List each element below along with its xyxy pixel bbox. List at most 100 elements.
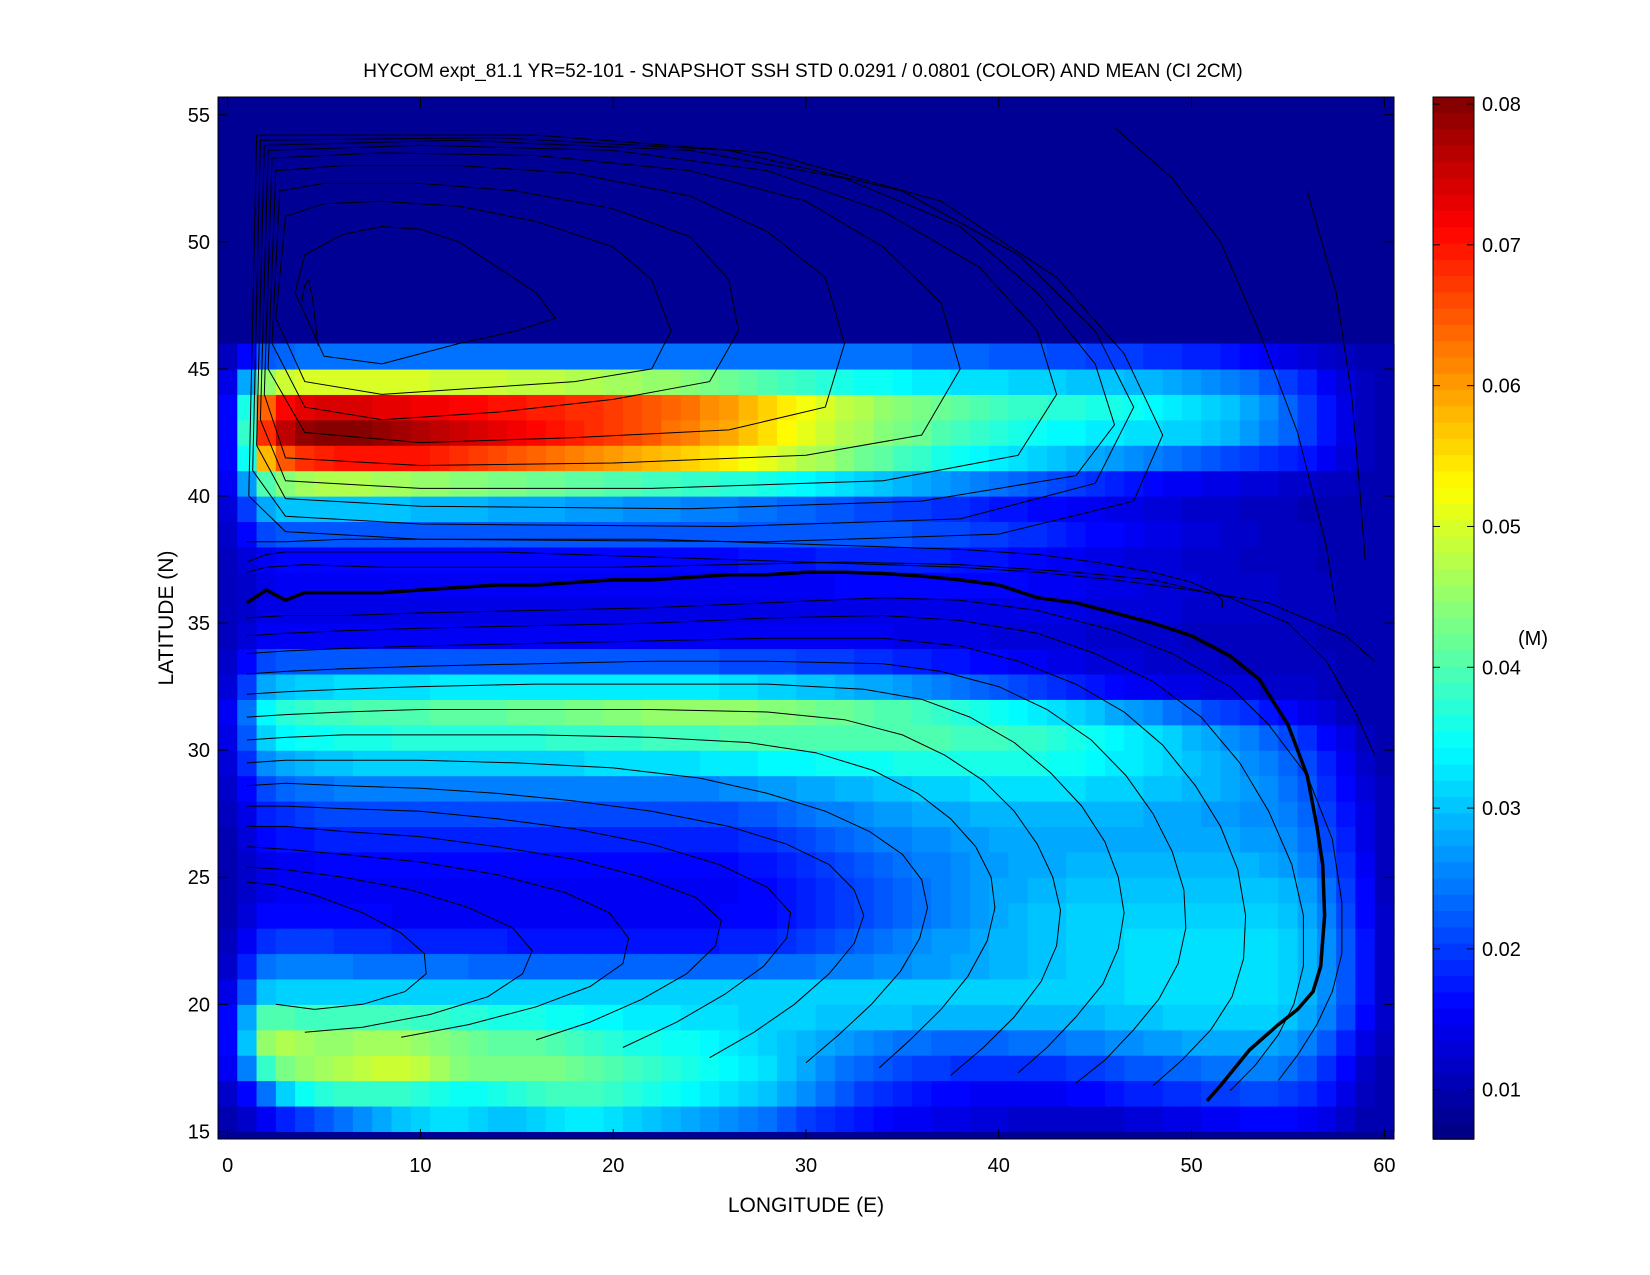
- heatmap-cell: [1162, 572, 1183, 599]
- heatmap-cell: [989, 368, 1010, 395]
- y-tick-label: 25: [188, 867, 210, 889]
- heatmap-cell: [468, 826, 489, 853]
- heatmap-cell: [1316, 1080, 1337, 1107]
- heatmap-cell: [545, 470, 566, 497]
- heatmap-cell: [430, 800, 450, 827]
- heatmap-cell: [449, 1029, 470, 1056]
- heatmap-cell: [1143, 953, 1164, 980]
- heatmap-cell: [1220, 1004, 1241, 1031]
- heatmap-cell: [1162, 673, 1183, 700]
- heatmap-cell: [352, 750, 373, 777]
- heatmap-cell: [391, 1004, 412, 1031]
- heatmap-cell: [256, 851, 277, 878]
- heatmap-cell: [622, 546, 643, 573]
- heatmap-cell: [507, 851, 528, 878]
- heatmap-cell: [603, 648, 624, 675]
- heatmap-cell: [565, 1004, 585, 1031]
- heatmap-cell: [834, 521, 855, 548]
- colorbar-segment: [1433, 455, 1474, 473]
- heatmap-cell: [796, 750, 817, 777]
- heatmap-cell: [912, 496, 932, 523]
- heatmap-cell: [256, 1055, 277, 1082]
- heatmap-cell: [295, 826, 315, 853]
- heatmap-cell: [642, 800, 663, 827]
- heatmap-cell: [796, 394, 817, 421]
- heatmap-cell: [989, 800, 1010, 827]
- heatmap-cell: [430, 699, 450, 726]
- heatmap-cell: [796, 343, 817, 370]
- heatmap-cell: [468, 394, 489, 421]
- heatmap-cell: [333, 750, 354, 777]
- y-tick-label: 50: [188, 232, 210, 254]
- heatmap-cell: [372, 521, 393, 548]
- heatmap-cell: [1143, 597, 1164, 624]
- heatmap-cell: [834, 368, 855, 395]
- heatmap-cell: [642, 394, 663, 421]
- heatmap-cell: [1316, 496, 1337, 523]
- heatmap-cell: [352, 699, 373, 726]
- heatmap-cell: [1220, 1080, 1241, 1107]
- heatmap-cell: [1355, 1105, 1376, 1132]
- heatmap-cell: [487, 445, 508, 472]
- heatmap-cell: [912, 928, 932, 955]
- heatmap-cell: [1046, 546, 1067, 573]
- heatmap-cell: [796, 419, 817, 446]
- heatmap-cell: [1239, 1105, 1260, 1132]
- heatmap-cell: [1278, 953, 1299, 980]
- heatmap-cell: [1278, 445, 1299, 472]
- heatmap-cell: [873, 673, 894, 700]
- heatmap-cell: [333, 368, 354, 395]
- heatmap-cell: [507, 775, 528, 802]
- heatmap-cell: [391, 978, 412, 1005]
- heatmap-cell: [1046, 419, 1067, 446]
- heatmap-cell: [777, 800, 797, 827]
- heatmap-cell: [950, 953, 971, 980]
- heatmap-cell: [565, 928, 585, 955]
- heatmap-cell: [892, 419, 913, 446]
- heatmap-cell: [1220, 1029, 1241, 1056]
- heatmap-cell: [1066, 902, 1087, 929]
- heatmap-cell: [1162, 648, 1183, 675]
- heatmap-cell: [969, 445, 990, 472]
- heatmap-cell: [989, 394, 1010, 421]
- colorbar-segment: [1433, 666, 1474, 684]
- heatmap-cell: [912, 521, 932, 548]
- heatmap-cell: [545, 673, 566, 700]
- x-tick-label: 50: [1180, 1155, 1202, 1177]
- heatmap-cell: [526, 623, 547, 650]
- heatmap-cell: [931, 1080, 952, 1107]
- heatmap-cell: [1104, 1029, 1125, 1056]
- heatmap-cell: [854, 623, 875, 650]
- heatmap-cell: [1220, 368, 1241, 395]
- heatmap-cell: [892, 394, 913, 421]
- heatmap-cell: [757, 368, 778, 395]
- heatmap-cell: [738, 978, 759, 1005]
- heatmap-cell: [410, 750, 431, 777]
- colorbar-segment: [1433, 308, 1474, 326]
- heatmap-cell: [719, 496, 740, 523]
- heatmap-cell: [1297, 394, 1318, 421]
- heatmap-cell: [352, 445, 373, 472]
- heatmap-cell: [333, 1105, 354, 1132]
- heatmap-cell: [1027, 800, 1048, 827]
- heatmap-cell: [661, 877, 682, 904]
- heatmap-cell: [468, 724, 489, 751]
- heatmap-cell: [314, 648, 335, 675]
- heatmap-cell: [642, 877, 663, 904]
- heatmap-cell: [314, 826, 335, 853]
- heatmap-cell: [1239, 546, 1260, 573]
- heatmap-cell: [468, 902, 489, 929]
- heatmap-cell: [873, 724, 894, 751]
- heatmap-cell: [1239, 877, 1260, 904]
- heatmap-cell: [622, 368, 643, 395]
- heatmap-cell: [468, 750, 489, 777]
- heatmap-cell: [1259, 902, 1279, 929]
- heatmap-cell: [912, 1105, 932, 1132]
- heatmap-cell: [1027, 1029, 1048, 1056]
- heatmap-cell: [1162, 368, 1183, 395]
- heatmap-cell: [1085, 419, 1106, 446]
- heatmap-cell: [295, 851, 315, 878]
- heatmap-cell: [1374, 1055, 1395, 1082]
- heatmap-cell: [1297, 648, 1318, 675]
- heatmap-cell: [1239, 445, 1260, 472]
